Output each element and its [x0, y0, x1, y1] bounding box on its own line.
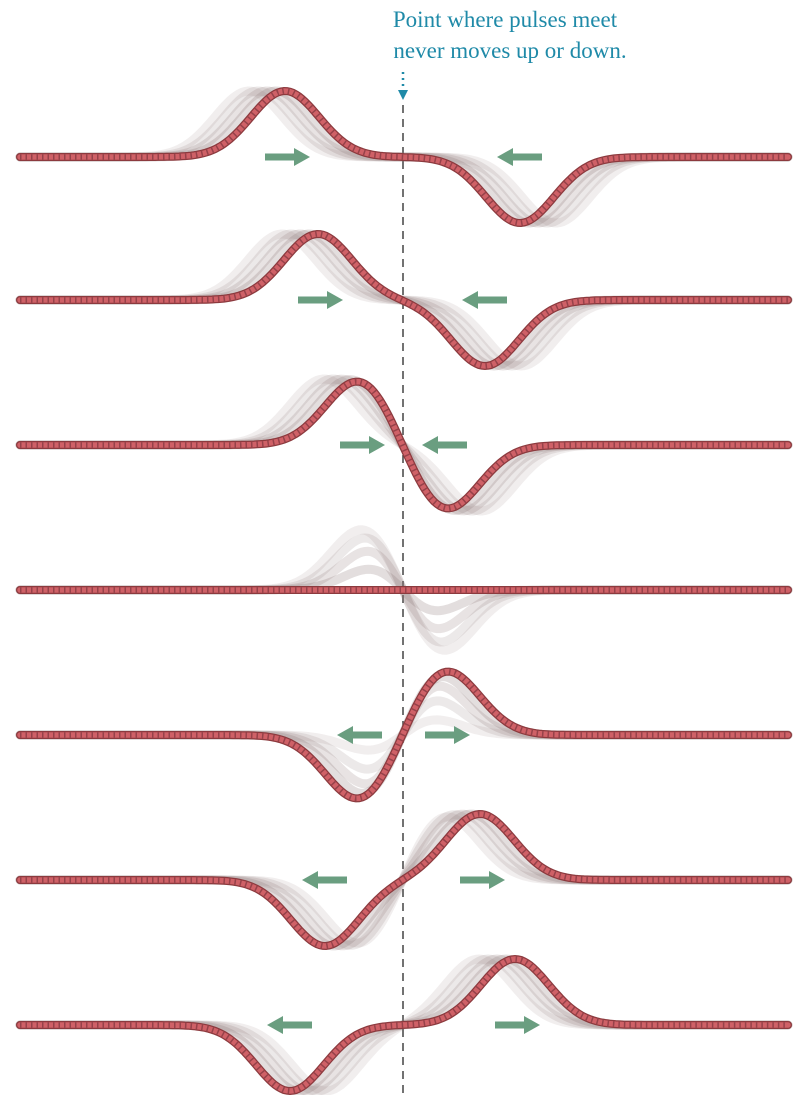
motion-arrowhead — [369, 436, 385, 454]
motion-arrowhead — [327, 291, 343, 309]
motion-arrowhead — [422, 436, 438, 454]
rope — [17, 231, 791, 369]
motion-arrowhead — [267, 1016, 283, 1034]
motion-arrowhead — [462, 291, 478, 309]
motion-arrowhead — [497, 148, 513, 166]
rope-twist — [20, 378, 788, 512]
rope-twist — [20, 668, 788, 802]
rope-twist — [20, 88, 788, 226]
motion-arrowhead — [489, 871, 505, 889]
rope-twist — [20, 811, 788, 949]
rope — [17, 956, 791, 1094]
rope — [17, 811, 791, 949]
motion-arrowhead — [337, 726, 353, 744]
annotation-line: Point where pulses meet — [393, 7, 618, 32]
motion-arrowhead — [302, 871, 318, 889]
motion-arrowhead — [454, 726, 470, 744]
ropes — [15, 86, 793, 1095]
annotation-line: never moves up or down. — [393, 38, 626, 63]
rope-twist — [20, 956, 788, 1094]
motion-arrowhead — [294, 148, 310, 166]
rope-twist — [20, 231, 788, 369]
rope — [17, 88, 791, 226]
motion-arrowhead — [524, 1016, 540, 1034]
